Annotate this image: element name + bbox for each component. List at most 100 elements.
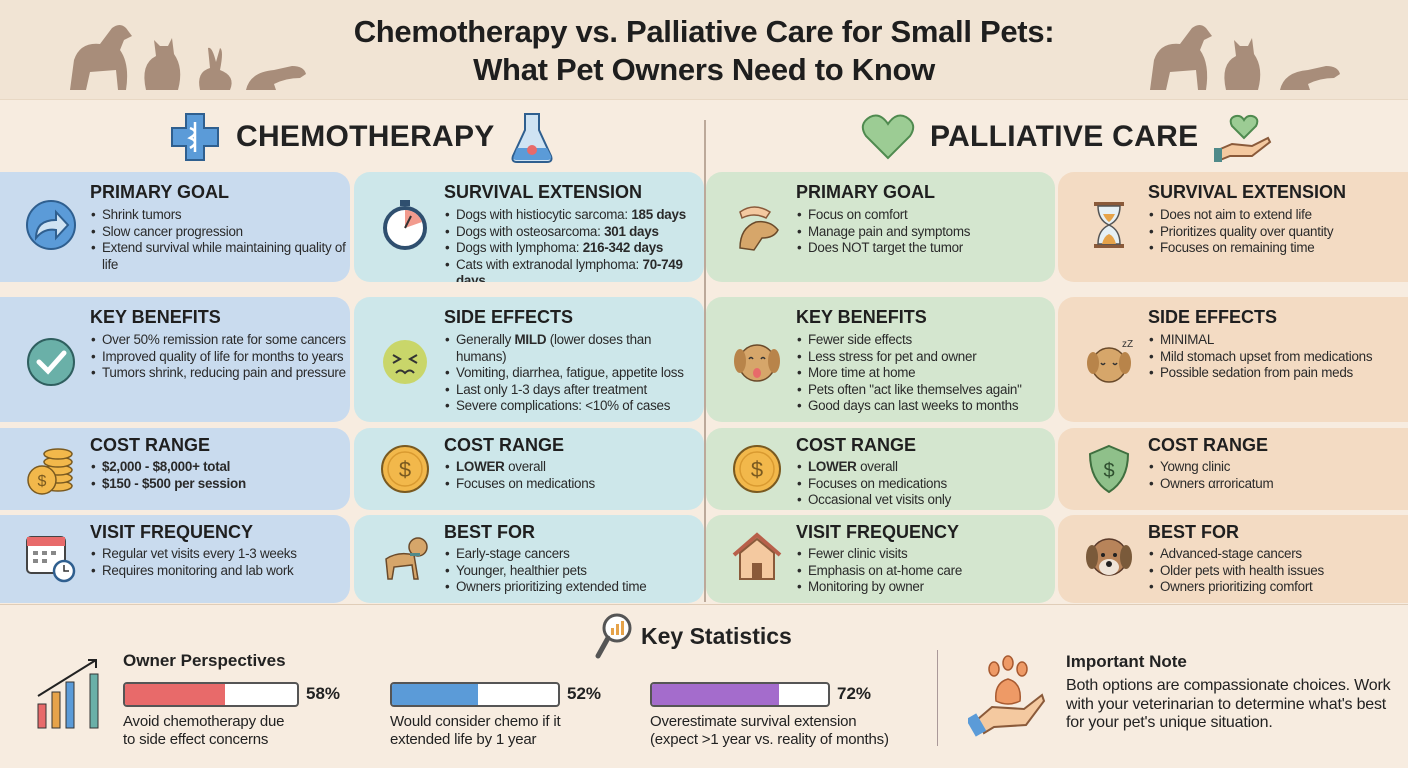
card-title: BEST FOR: [1148, 522, 1240, 542]
important-note-title: Important Note: [1066, 652, 1187, 671]
hourglass-icon: [1094, 202, 1124, 248]
bullet-item: Possible sedation from pain meds: [1148, 365, 1372, 382]
paw-in-hand-icon: [968, 655, 1046, 737]
bullet-item: Vomiting, diarrhea, fatigue, appetite lo…: [444, 365, 704, 382]
pet-silhouettes-icon: [70, 25, 306, 90]
text: Fewer clinic visits: [808, 546, 908, 561]
card-bullets: LOWER overallFocuses on medications: [444, 459, 595, 492]
bullet-item: Less stress for pet and owner: [796, 349, 1022, 366]
card-title: SURVIVAL EXTENSION: [1148, 182, 1347, 202]
text: Early-stage cancers: [456, 546, 570, 561]
card-title: PRIMARY GOAL: [90, 182, 230, 202]
bullet-item: Good days can last weeks to months: [796, 398, 1022, 415]
card-title: COST RANGE: [796, 435, 917, 455]
bullet-item: Mild stomach upset from medications: [1148, 349, 1373, 366]
text: Improved quality of life for months to y…: [102, 348, 344, 364]
svg-text:$: $: [399, 457, 411, 482]
card-bullets: Advanced-stage cancersOlder pets with he…: [1148, 546, 1324, 596]
card-best-for: BEST FOR Advanced-stage cancersOlder pets…: [1058, 515, 1408, 603]
text: overall: [504, 459, 546, 474]
medical-cross-icon: [171, 113, 219, 161]
percent-label: 52%: [567, 684, 602, 703]
card-title: SIDE EFFECTS: [444, 307, 574, 327]
bullet-item: More time at home: [796, 365, 1022, 382]
important-note-body: Both options are compassionate choices. …: [1066, 677, 1391, 731]
key-statistics-title: Key Statistics: [641, 622, 792, 649]
bullet-item: LOWER overall: [796, 459, 951, 476]
progress-bar: [123, 682, 299, 707]
bullet-item: Severe complications: <10% of cases: [444, 398, 704, 415]
petting-dog-icon: [739, 206, 779, 251]
progress-fill: [125, 684, 225, 705]
page-title-line2: What Pet Owners Need to Know: [473, 52, 935, 87]
text: Monitoring by owner: [808, 579, 924, 595]
bullet-item: Over 50% remission rate for some cancers: [90, 332, 346, 349]
bullet-item: Older pets with health issues: [1148, 563, 1324, 580]
text: Vomiting, diarrhea, fatigue, appetite lo…: [456, 365, 684, 381]
bullet-item: Advanced-stage cancers: [1148, 546, 1324, 563]
bullet-item: Fewer side effects: [796, 332, 1022, 349]
calendar-clock-icon: [26, 536, 76, 583]
percent-label: 58%: [306, 684, 341, 703]
card-primary-goal: PRIMARY GOAL Focus on comfortManage pain …: [706, 172, 1055, 282]
bold-text: LOWER: [808, 459, 857, 474]
card-title: KEY BENEFITS: [796, 307, 927, 327]
bar-chart-growth-icon: [37, 659, 99, 729]
section-header-chemotherapy: CHEMOTHERAPY: [168, 108, 555, 166]
text: Generally: [456, 332, 515, 347]
card-bullets: Does not aim to extend lifePrioritizes q…: [1148, 207, 1334, 257]
text: Owners prioritizing extended time: [456, 579, 647, 595]
arrow-forward-icon: [26, 200, 76, 250]
bullet-item: Extend survival while maintaining qualit…: [90, 240, 350, 273]
stats-divider: [937, 650, 938, 746]
bullet-item: Owners prioritizing extended time: [444, 579, 647, 596]
checkmark-icon: [27, 338, 75, 386]
card-cost-range: $ COST RANGE Yowng clinicOwners αrroricatu…: [1058, 428, 1408, 510]
bullet-item: Dogs with histiocytic sarcoma: 185 days: [444, 207, 704, 224]
card-cost-range: $ COST RANGE LOWER overallFocuses on medic…: [706, 428, 1055, 510]
owner-perspectives-title: Owner Perspectives: [123, 651, 286, 670]
text: Older pets with health issues: [1160, 562, 1324, 578]
bullet-item: Focus on comfort: [796, 207, 970, 224]
stat-description: Avoid chemotherapy due to side effect con…: [123, 713, 284, 749]
bullet-item: $2,000 - $8,000+ total: [90, 459, 246, 476]
text: Cats with extranodal lymphoma:: [456, 256, 643, 272]
card-title: COST RANGE: [1148, 435, 1269, 455]
bold-text: 301 days: [604, 223, 659, 239]
text: Regular vet visits every 1-3 weeks: [102, 546, 297, 561]
dollar-coin-icon: $: [733, 445, 781, 493]
bullet-item: Tumors shrink, reducing pain and pressur…: [90, 365, 346, 382]
dog-icon: [385, 537, 428, 580]
bullet-item: $150 - $500 per session: [90, 476, 246, 493]
card-survival-extension: SURVIVAL EXTENSION Does not aim to extend…: [1058, 172, 1408, 282]
text: Possible sedation from pain meds: [1160, 365, 1353, 381]
card-best-for: BEST FOR Early-stage cancersYounger, heal…: [354, 515, 704, 603]
bold-text: MILD: [514, 332, 547, 347]
text: Severe complications: <10% of cases: [456, 398, 671, 414]
card-title: KEY BENEFITS: [90, 307, 221, 327]
bullet-item: Younger, healthier pets: [444, 563, 646, 580]
bullet-item: Occasional vet visits only: [796, 492, 951, 509]
card-bullets: Fewer side effectsLess stress for pet an…: [796, 332, 1022, 415]
text: Does NOT target the tumor: [808, 240, 963, 256]
house-icon: [732, 532, 782, 580]
bullet-item: Prioritizes quality over quantity: [1148, 224, 1334, 241]
stat-description-line: extended life by 1 year: [390, 731, 537, 748]
card-bullets: Generally MILD (lower doses than humans)…: [444, 332, 704, 415]
svg-text:zZ: zZ: [1122, 339, 1133, 350]
section-title: CHEMOTHERAPY: [236, 120, 495, 153]
flask-icon: [511, 113, 553, 163]
bold-text: LOWER: [456, 459, 505, 474]
bullet-item: Last only 1-3 days after treatment: [444, 382, 704, 399]
bullet-item: Generally MILD (lower doses than humans): [444, 332, 704, 365]
text: More time at home: [808, 365, 916, 381]
text: Owners αrroricatum: [1160, 475, 1274, 491]
card-cost-range: $ COST RANGE LOWER overallFocuses on medic…: [354, 428, 704, 510]
card-bullets: $2,000 - $8,000+ total$150 - $500 per se…: [90, 459, 246, 492]
text: (lower doses than humans): [456, 332, 652, 364]
card-survival-extension: SURVIVAL EXTENSION Dogs with histiocytic …: [354, 172, 704, 282]
card-title: SURVIVAL EXTENSION: [444, 182, 643, 202]
bullet-item: MINIMAL: [1148, 332, 1372, 349]
magnifier-chart-icon: [595, 613, 632, 659]
text: Occasional vet visits only: [808, 492, 952, 508]
